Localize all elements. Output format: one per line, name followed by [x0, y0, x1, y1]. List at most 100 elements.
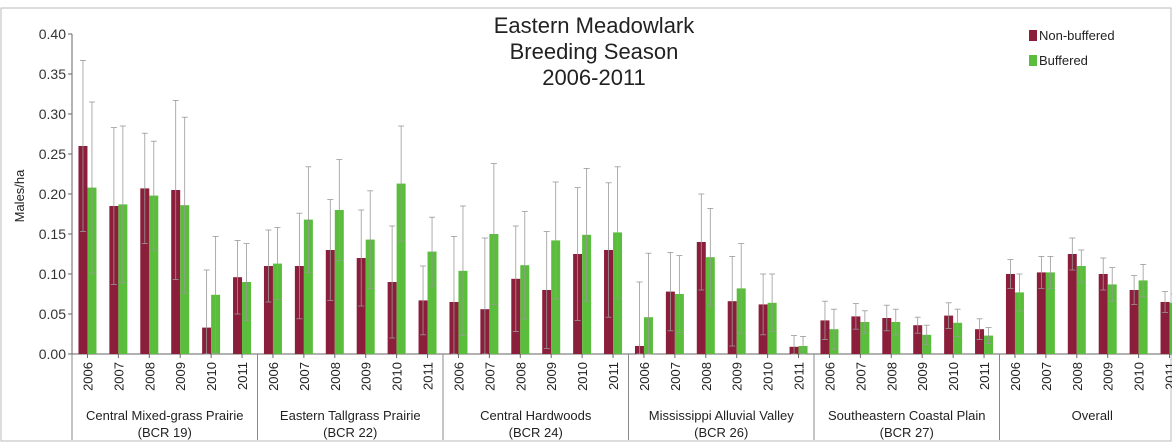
bars	[78, 60, 1172, 355]
legend-label: Non-buffered	[1039, 28, 1115, 43]
bar-buffered	[149, 195, 159, 354]
region-code-label: (BCR 19)	[138, 425, 192, 440]
bar-non-buffered	[975, 329, 985, 354]
bar-non-buffered	[233, 277, 243, 354]
bar-buffered	[984, 335, 994, 354]
year-label: 2010	[946, 362, 961, 391]
bar-buffered	[891, 322, 901, 354]
region-name-label: Central Mixed-grass Prairie	[86, 408, 244, 423]
bar-buffered	[427, 251, 437, 354]
region-name-label: Overall	[1072, 408, 1113, 423]
y-tick-label: 0.35	[39, 66, 66, 82]
y-tick-label: 0.25	[39, 146, 66, 162]
bar-buffered	[860, 322, 870, 354]
bar-non-buffered	[1005, 274, 1015, 354]
chart-title-line: Eastern Meadowlark	[494, 13, 696, 38]
year-label: 2011	[977, 362, 992, 390]
bar-buffered	[1076, 266, 1086, 354]
legend-swatch	[1029, 55, 1037, 66]
year-label: 2009	[730, 362, 745, 391]
legend: Non-buffered Buffered	[1029, 28, 1115, 68]
year-label: 2006	[80, 362, 95, 391]
legend-swatch	[1029, 30, 1037, 41]
year-label: 2009	[544, 362, 559, 391]
year-label: 2010	[390, 362, 405, 391]
year-label: 2011	[792, 362, 807, 390]
region-code-label: (BCR 26)	[694, 425, 748, 440]
bar-non-buffered	[1129, 290, 1139, 354]
bar-buffered	[1169, 302, 1172, 354]
year-label: 2007	[297, 362, 312, 391]
bar-non-buffered	[140, 188, 150, 354]
bar-non-buffered	[882, 318, 892, 354]
bar-non-buffered	[696, 242, 706, 354]
chart-title-line: Breeding Season	[510, 39, 679, 64]
bar-non-buffered	[913, 325, 923, 354]
x-axis-labels: 2006 2007 2008 2009 2010 2011 Central Mixed-gr…	[71, 354, 1172, 440]
year-label: 2009	[173, 362, 188, 391]
year-label: 2009	[915, 362, 930, 391]
bar-buffered	[396, 183, 406, 354]
year-label: 2007	[853, 362, 868, 391]
bar-non-buffered	[851, 316, 861, 354]
year-label: 2007	[668, 362, 683, 391]
y-tick-label: 0.30	[39, 106, 66, 122]
year-label: 2011	[421, 362, 436, 390]
year-label: 2009	[1101, 362, 1116, 391]
y-tick-label: 0.05	[39, 306, 66, 322]
year-label: 2008	[142, 362, 157, 391]
bar-non-buffered	[944, 315, 954, 354]
bar-buffered	[365, 239, 375, 354]
year-label: 2007	[111, 362, 126, 391]
year-label: 2011	[606, 362, 621, 390]
year-label: 2006	[266, 362, 281, 391]
region-name-label: Eastern Tallgrass Prairie	[280, 408, 421, 423]
region-name-label: Central Hardwoods	[480, 408, 592, 423]
y-tick-label: 0.15	[39, 226, 66, 242]
y-tick-label: 0.40	[39, 26, 66, 42]
year-label: 2006	[1008, 362, 1023, 391]
year-label: 2008	[513, 362, 528, 391]
bar-non-buffered	[1098, 274, 1108, 354]
year-label: 2006	[451, 362, 466, 391]
plot-frame	[0, 7, 1172, 442]
bar-buffered	[1014, 292, 1024, 354]
year-label: 2011	[235, 362, 250, 390]
y-axis-label: Males/ha	[12, 169, 27, 223]
region-name-label: Mississippi Alluvial Valley	[649, 408, 794, 423]
legend-label: Buffered	[1039, 53, 1088, 68]
year-label: 2010	[1132, 362, 1147, 391]
bar-buffered	[272, 263, 282, 354]
bar-buffered	[1107, 284, 1117, 354]
bar-non-buffered	[78, 146, 88, 354]
year-label: 2008	[1070, 362, 1085, 391]
region-name-label: Southeastern Coastal Plain	[828, 408, 986, 423]
y-tick-label: 0.20	[39, 186, 66, 202]
bar-non-buffered	[263, 266, 273, 354]
year-label: 2006	[822, 362, 837, 391]
bar-buffered	[953, 322, 963, 354]
axes: 0.00 0.05 0.10 0.15 0.20 0.25 0.30 0.35 0.40	[39, 26, 1172, 362]
year-label: 2009	[359, 362, 374, 391]
year-label: 2010	[204, 362, 219, 391]
region-code-label: (BCR 24)	[509, 425, 563, 440]
y-tick-label: 0.10	[39, 266, 66, 282]
year-label: 2008	[884, 362, 899, 391]
region-code-label: (BCR 22)	[323, 425, 377, 440]
year-label: 2008	[699, 362, 714, 391]
bar-buffered	[1045, 272, 1055, 354]
y-tick-label: 0.00	[39, 346, 66, 362]
bar-buffered	[334, 210, 344, 354]
year-label: 2007	[482, 362, 497, 391]
bar-non-buffered	[1036, 272, 1046, 354]
year-label: 2006	[637, 362, 652, 391]
bar-buffered	[1138, 280, 1148, 354]
chart-title-line: 2006-2011	[542, 65, 646, 90]
bar-non-buffered	[1067, 254, 1077, 354]
bar-non-buffered	[1160, 302, 1170, 354]
year-label: 2011	[1163, 362, 1172, 390]
year-label: 2007	[1039, 362, 1054, 391]
region-code-label: (BCR 27)	[880, 425, 934, 440]
